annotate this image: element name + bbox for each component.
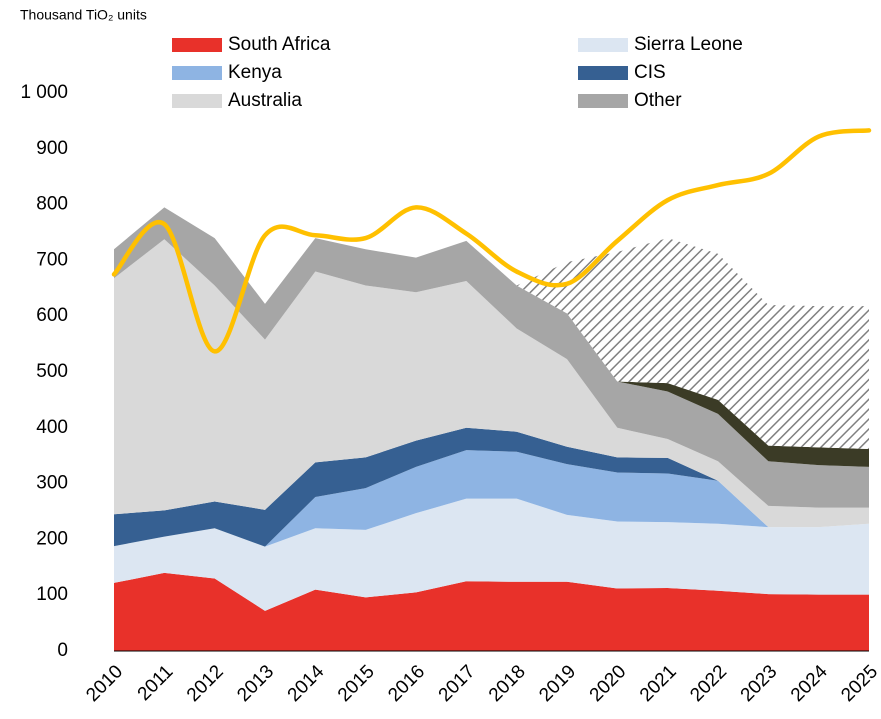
- area: [114, 572, 869, 651]
- legend-label: Kenya: [228, 62, 282, 83]
- x-tick-label: 2015: [334, 661, 379, 706]
- y-tick-label: 400: [36, 417, 68, 438]
- legend-swatch: [578, 38, 628, 52]
- x-tick-label: 2021: [636, 661, 681, 706]
- legend-swatch: [578, 94, 628, 108]
- y-tick-label: 100: [36, 584, 68, 605]
- legend-swatch: [578, 66, 628, 80]
- legend-label: Australia: [228, 90, 302, 111]
- y-tick-label: 1 000: [20, 82, 68, 103]
- legend-label: Other: [634, 90, 682, 111]
- y-tick-label: 500: [36, 361, 68, 382]
- y-tick-label: 200: [36, 528, 68, 549]
- x-tick-label: 2020: [586, 661, 631, 706]
- x-tick-label: 2024: [787, 661, 832, 706]
- legend-swatch: [172, 94, 222, 108]
- area: [114, 498, 869, 611]
- legend-label: Sierra Leone: [634, 34, 743, 55]
- legend-label: South Africa: [228, 34, 331, 55]
- line: [111, 128, 872, 354]
- y-tick-label: 0: [57, 640, 68, 661]
- x-tick-label: 2022: [686, 661, 731, 706]
- area: [114, 207, 869, 450]
- x-tick-label: 2019: [535, 661, 580, 706]
- y-tick-label: 700: [36, 249, 68, 270]
- legend-swatch: [172, 66, 222, 80]
- x-tick-label: 2018: [485, 661, 530, 706]
- x-tick-label: 2014: [284, 661, 329, 706]
- y-axis-title: Thousand TiO₂ units: [20, 7, 147, 23]
- area: [114, 239, 869, 528]
- x-tick-label: 2012: [183, 661, 228, 706]
- x-tick-label: 2017: [435, 661, 480, 706]
- x-tick-label: 2023: [737, 661, 782, 706]
- y-tick-label: 600: [36, 305, 68, 326]
- x-tick-label: 2013: [233, 661, 278, 706]
- legend-swatch: [172, 38, 222, 52]
- x-tick-label: 2025: [837, 661, 881, 706]
- area: [114, 207, 869, 508]
- y-tick-label: 900: [36, 138, 68, 159]
- x-tick-label: 2016: [384, 661, 429, 706]
- y-tick-label: 300: [36, 473, 68, 494]
- x-tick-label: 2010: [82, 661, 127, 706]
- y-tick-label: 800: [36, 194, 68, 215]
- legend-label: CIS: [634, 62, 666, 83]
- area: [114, 450, 869, 547]
- x-tick-label: 2011: [134, 661, 178, 705]
